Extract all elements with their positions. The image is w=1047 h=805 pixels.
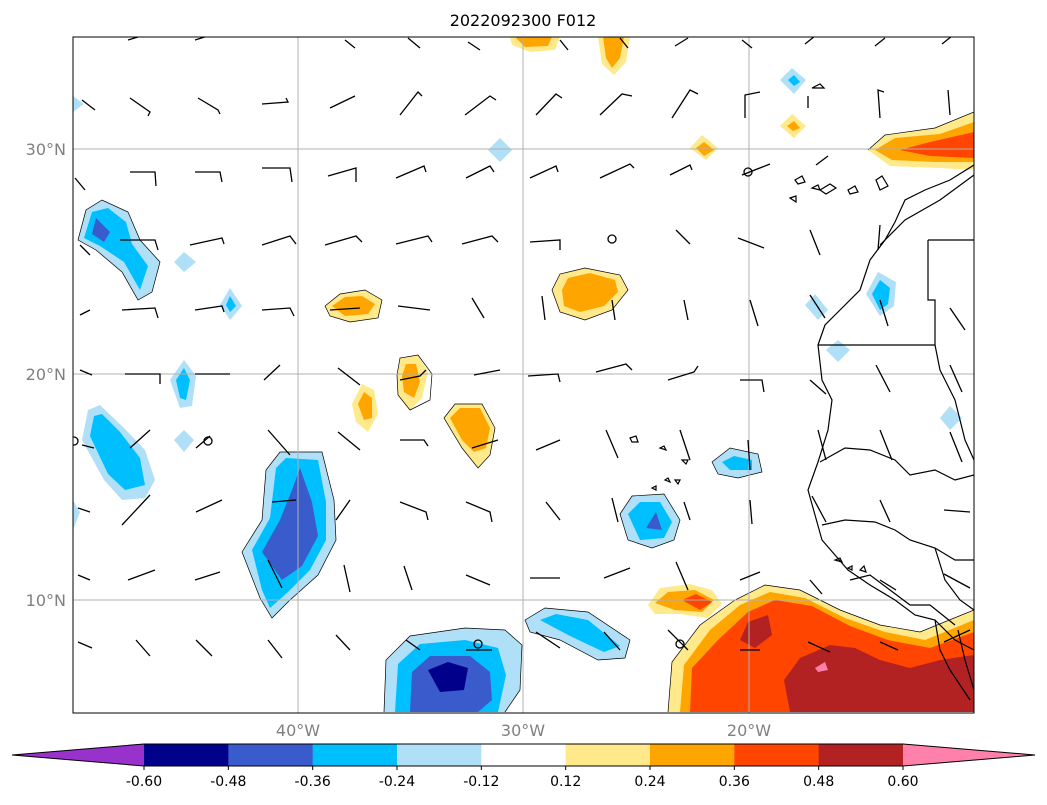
figure-title: 2022092300 F012 xyxy=(450,11,597,30)
colorbar-swatch xyxy=(481,744,567,766)
morocco-algeria-border xyxy=(879,174,974,246)
mali-border xyxy=(934,344,974,461)
y-tick-label-20n: 20°N xyxy=(26,365,66,384)
x-tick-label-40w: 40°W xyxy=(276,721,320,740)
colorbar-tick-label: -0.24 xyxy=(379,774,415,790)
bissagos-islands xyxy=(833,557,867,573)
colorbar-swatch xyxy=(734,744,820,766)
colorbar: -0.60 -0.48 -0.36 -0.24 -0.12 0.12 0.24 0.36 0.4… xyxy=(11,743,1036,790)
colorbar-tick-label: -0.60 xyxy=(126,774,162,790)
colorbar-tick-label: 0.24 xyxy=(634,774,665,790)
burkina-border xyxy=(934,547,974,611)
sahara-border xyxy=(818,239,974,346)
colorbar-extend-low xyxy=(12,744,144,766)
madeira-islands xyxy=(811,83,826,89)
coastline-layer xyxy=(629,83,974,701)
colorbar-extend-high xyxy=(903,744,1035,766)
y-tick-label-10n: 10°N xyxy=(26,591,66,610)
colorbar-swatch xyxy=(650,744,735,766)
wind-barbs xyxy=(73,37,971,659)
west-africa-coastline xyxy=(807,164,974,651)
colorbar-swatch xyxy=(312,744,398,766)
map-frame xyxy=(72,36,975,714)
colorbar-swatch xyxy=(565,744,651,766)
colorbar-tick-label: -0.36 xyxy=(295,774,331,790)
colorbar-tick-label: 0.12 xyxy=(550,774,581,790)
sierra-leone-border xyxy=(849,574,956,626)
colorbar-swatch xyxy=(397,744,482,766)
colorbar-tick-label: 0.36 xyxy=(719,774,750,790)
colorbar-tick-label: -0.12 xyxy=(463,774,499,790)
y-tick-label-30n: 30°N xyxy=(26,140,66,159)
cape-verde-islands xyxy=(629,435,689,491)
colorbar-tick-label: 0.48 xyxy=(803,774,834,790)
contour-lines xyxy=(77,111,974,713)
guinea-border xyxy=(821,519,974,561)
colorbar-swatch xyxy=(818,744,904,766)
colorbar-tick-label: 0.60 xyxy=(887,774,918,790)
canary-islands xyxy=(788,175,889,204)
x-tick-label-30w: 30°W xyxy=(501,721,545,740)
ghana-border xyxy=(957,629,974,691)
colorbar-swatch xyxy=(228,744,314,766)
shaded-anomaly-layer xyxy=(73,37,974,712)
map-panel xyxy=(72,36,975,714)
colorbar-swatch xyxy=(144,744,229,766)
senegal-mauritania-border xyxy=(819,447,974,481)
colorbar-tick-label: -0.48 xyxy=(210,774,246,790)
x-tick-label-20w: 20°W xyxy=(727,721,771,740)
cote-divoire-border xyxy=(934,619,971,701)
